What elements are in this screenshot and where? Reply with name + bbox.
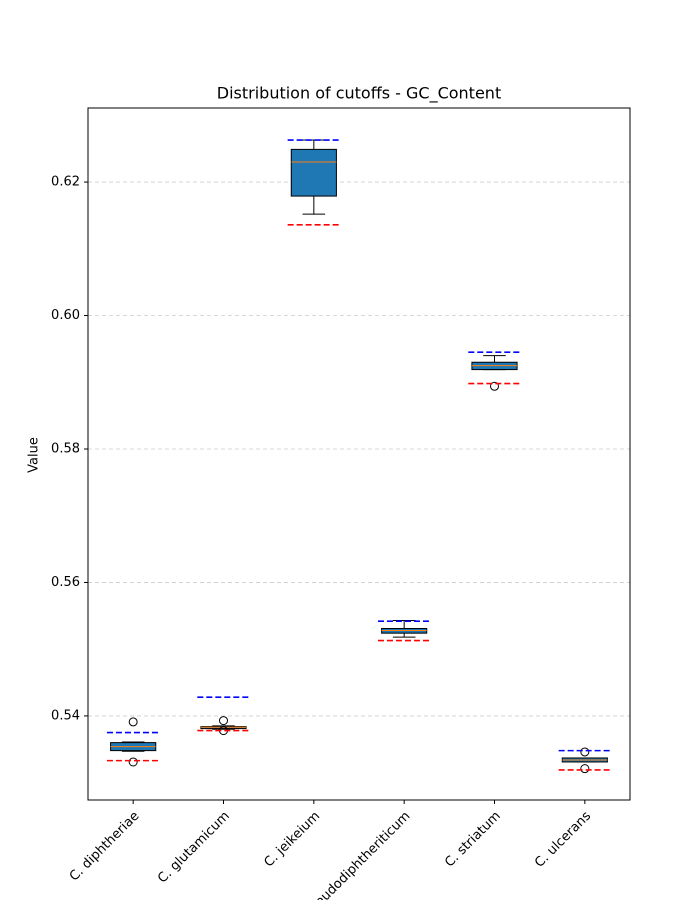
plot-frame bbox=[87, 107, 631, 801]
y-axis-label: Value bbox=[27, 437, 42, 473]
flier bbox=[580, 747, 590, 757]
y-tick-label: 0.56 bbox=[51, 575, 80, 590]
flier bbox=[128, 717, 138, 727]
x-tick-label: C. glutamicum bbox=[155, 809, 233, 887]
y-tick-label: 0.58 bbox=[51, 441, 80, 456]
chart-title: Distribution of cutoffs - GC_Content bbox=[217, 84, 501, 104]
box bbox=[290, 148, 337, 197]
x-tick-label: C. jeikeium bbox=[262, 809, 324, 871]
y-tick-label: 0.54 bbox=[51, 708, 80, 723]
x-tick-label: C. ulcerans bbox=[532, 809, 594, 871]
flier bbox=[128, 757, 138, 767]
x-tick-label: C. diphtheriae bbox=[67, 809, 143, 885]
flier bbox=[490, 381, 499, 391]
x-tick-label: C. striatum bbox=[442, 809, 504, 871]
flier bbox=[219, 716, 228, 726]
y-tick-label: 0.62 bbox=[51, 175, 80, 190]
flier bbox=[580, 764, 590, 774]
y-tick-label: 0.60 bbox=[51, 308, 80, 323]
